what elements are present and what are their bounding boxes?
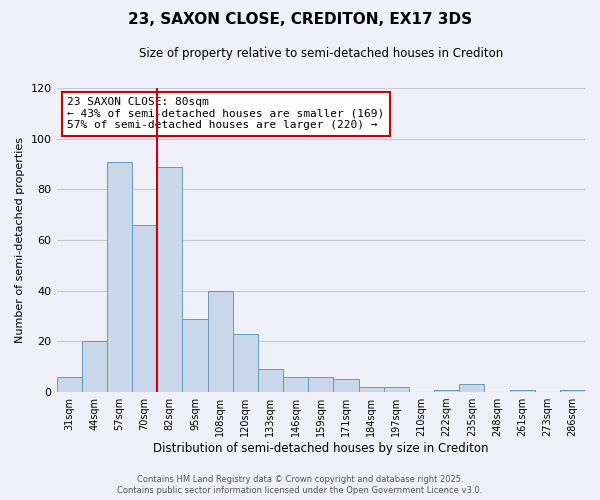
Bar — [308, 377, 334, 392]
Bar — [56, 377, 82, 392]
X-axis label: Distribution of semi-detached houses by size in Crediton: Distribution of semi-detached houses by … — [153, 442, 488, 455]
Bar — [82, 342, 107, 392]
Title: Size of property relative to semi-detached houses in Crediton: Size of property relative to semi-detach… — [139, 48, 503, 60]
Text: Contains public sector information licensed under the Open Government Licence v3: Contains public sector information licen… — [118, 486, 482, 495]
Bar — [359, 387, 383, 392]
Text: Contains HM Land Registry data © Crown copyright and database right 2025.: Contains HM Land Registry data © Crown c… — [137, 475, 463, 484]
Bar — [233, 334, 258, 392]
Bar — [208, 290, 233, 392]
Bar — [182, 318, 208, 392]
Y-axis label: Number of semi-detached properties: Number of semi-detached properties — [15, 137, 25, 343]
Bar — [157, 166, 182, 392]
Bar — [434, 390, 459, 392]
Bar — [283, 377, 308, 392]
Text: 23 SAXON CLOSE: 80sqm
← 43% of semi-detached houses are smaller (169)
57% of sem: 23 SAXON CLOSE: 80sqm ← 43% of semi-deta… — [67, 97, 385, 130]
Bar — [334, 380, 359, 392]
Bar — [107, 162, 132, 392]
Bar — [132, 225, 157, 392]
Bar — [383, 387, 409, 392]
Bar — [258, 370, 283, 392]
Bar — [560, 390, 585, 392]
Bar — [509, 390, 535, 392]
Text: 23, SAXON CLOSE, CREDITON, EX17 3DS: 23, SAXON CLOSE, CREDITON, EX17 3DS — [128, 12, 472, 28]
Bar — [459, 384, 484, 392]
